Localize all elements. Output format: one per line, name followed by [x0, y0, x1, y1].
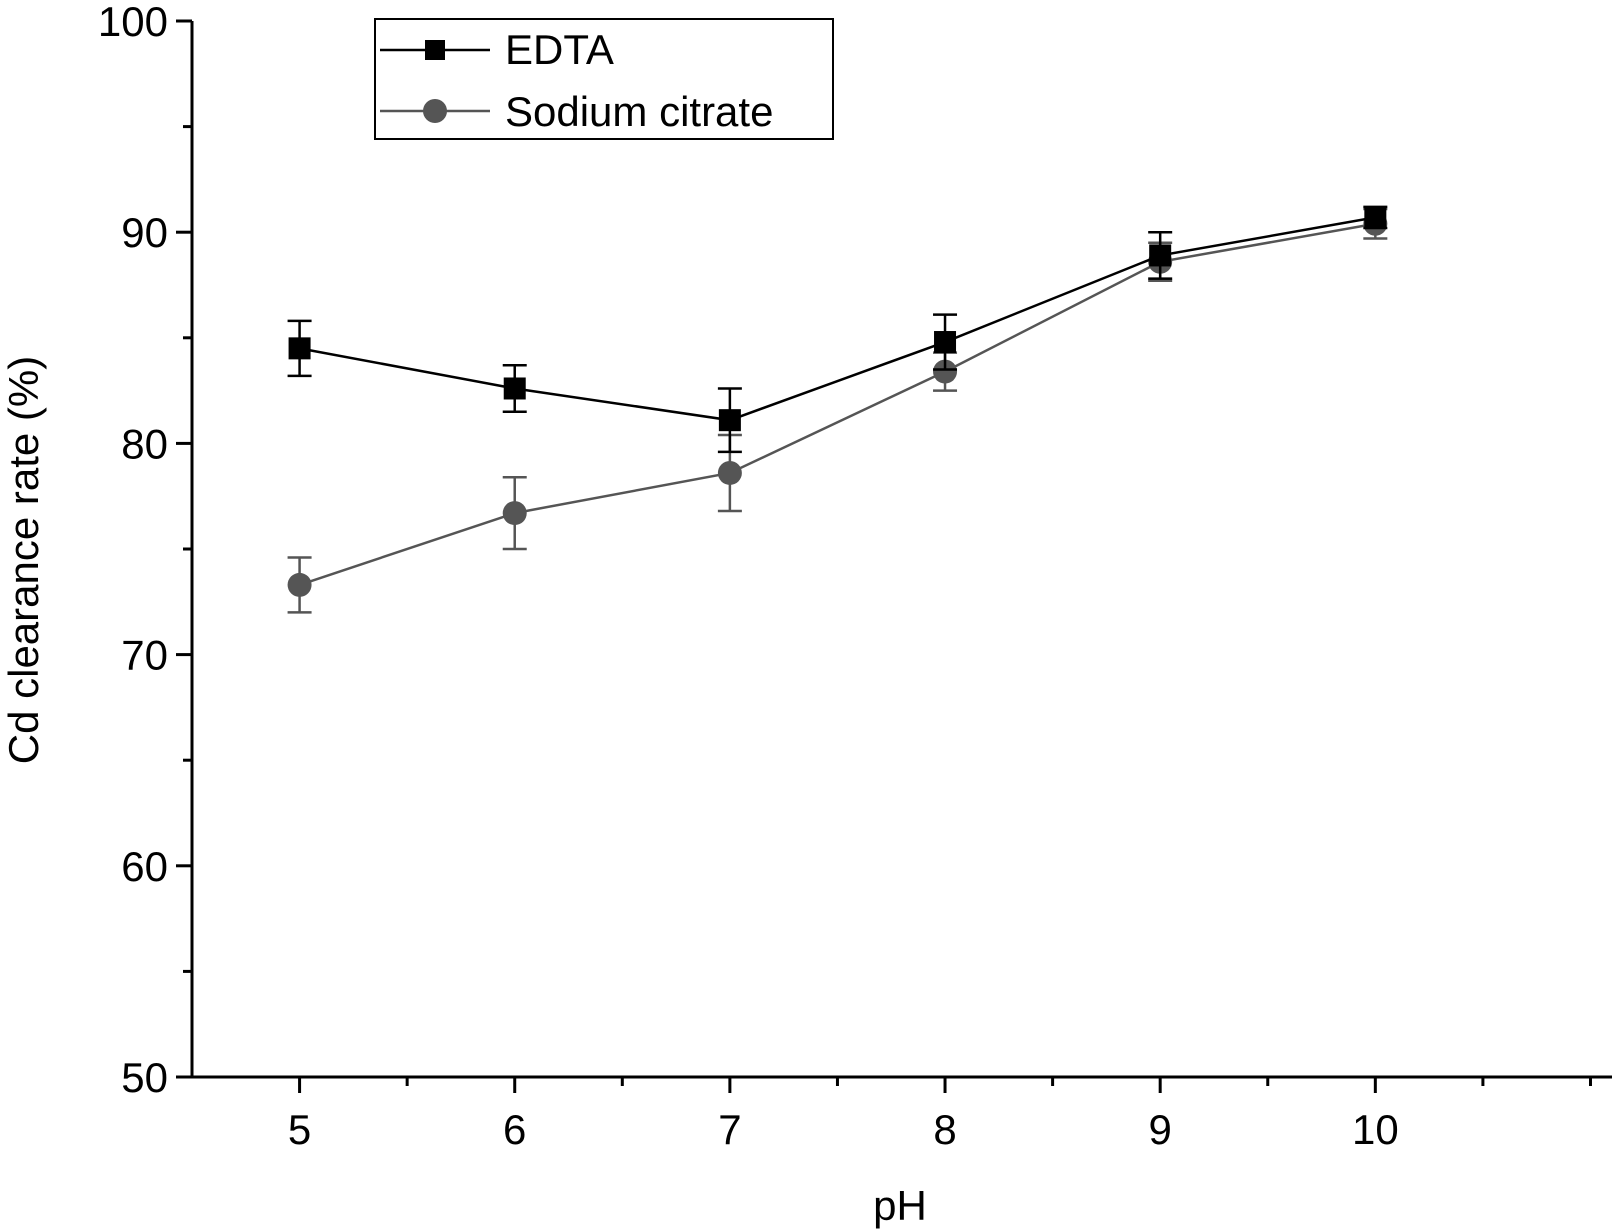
data-point: [1364, 206, 1387, 229]
x-tick-label: 9: [1149, 1106, 1172, 1153]
y-tick-label: 60: [121, 843, 168, 890]
data-point: [934, 331, 957, 354]
circle-marker-icon: [423, 99, 447, 123]
y-tick-label: 90: [121, 209, 168, 256]
axes: 50 60 70 80 90 100 5 6 7 8 9 10: [98, 0, 1612, 1153]
data-point: [717, 460, 742, 485]
series-sodium-citrate: [287, 207, 1388, 614]
data-point: [1149, 244, 1172, 267]
legend-box: [374, 18, 834, 140]
data-point: [718, 409, 741, 432]
series-line-edta: [299, 216, 1376, 422]
legend-label-sodium-citrate: Sodium citrate: [505, 88, 773, 135]
y-axis-title: Cd clearance rate (%): [0, 356, 47, 765]
legend-label-edta: EDTA: [505, 26, 614, 73]
data-point: [503, 377, 526, 400]
y-tick-label: 70: [121, 632, 168, 679]
data-point: [288, 337, 311, 360]
x-tick-label: 8: [933, 1106, 956, 1153]
square-marker-icon: [425, 40, 445, 60]
legend-item-sodium-citrate: Sodium citrate: [380, 88, 773, 135]
x-tick-label: 10: [1352, 1106, 1399, 1153]
x-tick-label: 5: [288, 1106, 311, 1153]
legend-item-edta: EDTA: [380, 26, 614, 73]
series-layer: [287, 205, 1388, 614]
y-tick-label: 100: [98, 0, 168, 45]
y-tick-label: 50: [121, 1054, 168, 1101]
x-tick-label: 7: [718, 1106, 741, 1153]
x-axis-title: pH: [873, 1182, 927, 1229]
data-point: [502, 501, 527, 526]
data-point: [933, 359, 958, 384]
series-edta: [287, 205, 1388, 454]
legend: EDTA Sodium citrate: [374, 18, 834, 140]
y-tick-label: 80: [121, 420, 168, 467]
x-tick-label: 6: [503, 1106, 526, 1153]
data-point: [287, 572, 312, 597]
series-line-sodium-citrate: [299, 222, 1376, 587]
